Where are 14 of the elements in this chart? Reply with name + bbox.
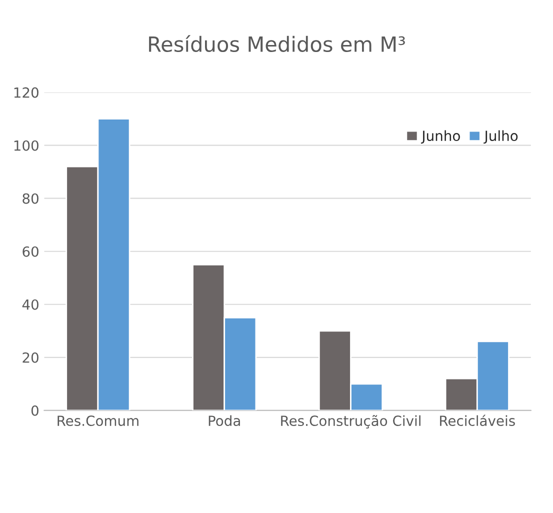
y-tick-label: 20 [22,352,38,363]
y-tick-label: 120 [14,87,38,98]
y-tick-label: 80 [22,193,38,204]
y-tick-label: 40 [22,299,38,310]
legend-label: Junho [420,130,460,144]
y-tick-label: 60 [22,246,38,257]
x-tick-label: Res.Construção Civil [281,415,420,429]
x-tick-label: Poda [208,415,240,426]
chart-title: Resíduos Medidos em M³ [149,35,405,52]
y-tick-label: 100 [14,140,38,151]
legend-label: Julho [484,130,518,144]
x-tick-label: Res.Comum [58,416,138,426]
x-tick-label: Recicláveis [440,414,515,426]
y-tick-label: 0 [31,405,38,416]
